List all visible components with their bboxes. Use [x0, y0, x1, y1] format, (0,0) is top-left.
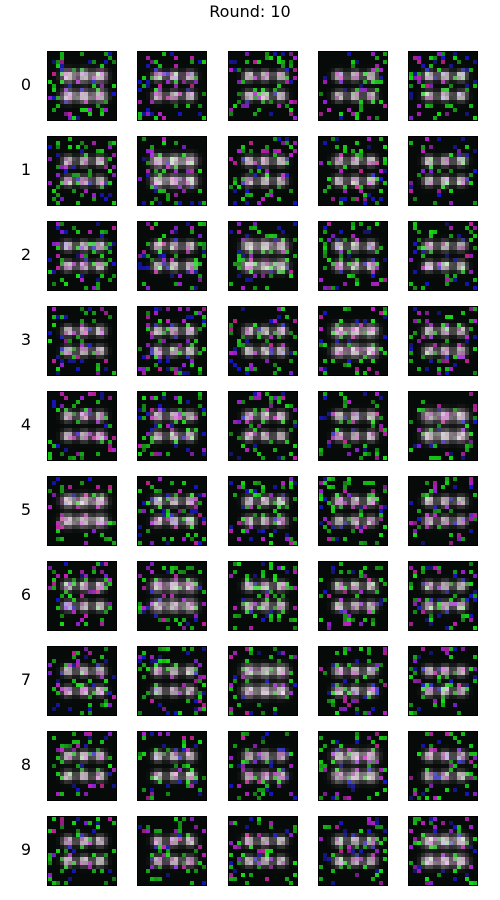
sample-image: [408, 391, 478, 461]
sample-image: [228, 136, 298, 206]
sample-image: [47, 816, 117, 886]
sample-image: [137, 391, 207, 461]
sample-image: [318, 391, 388, 461]
sample-image: [47, 391, 117, 461]
sample-image: [408, 221, 478, 291]
sample-image: [408, 306, 478, 376]
sample-image: [318, 731, 388, 801]
sample-image: [228, 51, 298, 121]
sample-image: [408, 476, 478, 546]
sample-image: [408, 731, 478, 801]
sample-image: [47, 221, 117, 291]
sample-image: [318, 476, 388, 546]
sample-image: [318, 306, 388, 376]
sample-image: [318, 646, 388, 716]
sample-image: [137, 136, 207, 206]
row-label: 8: [20, 755, 32, 774]
sample-image: [228, 221, 298, 291]
sample-image: [137, 306, 207, 376]
sample-image: [228, 391, 298, 461]
sample-image: [318, 136, 388, 206]
sample-image: [47, 476, 117, 546]
row-label: 4: [20, 415, 32, 434]
sample-image: [137, 561, 207, 631]
sample-image: [47, 731, 117, 801]
sample-image: [318, 816, 388, 886]
figure-title: Round: 10: [209, 2, 291, 21]
sample-image: [408, 646, 478, 716]
sample-image: [408, 561, 478, 631]
sample-image: [47, 646, 117, 716]
sample-image: [137, 816, 207, 886]
sample-image: [318, 561, 388, 631]
sample-image: [228, 476, 298, 546]
sample-image: [228, 306, 298, 376]
sample-image: [408, 51, 478, 121]
sample-image: [228, 646, 298, 716]
row-label: 0: [20, 75, 32, 94]
row-label: 6: [20, 585, 32, 604]
row-label: 1: [20, 160, 32, 179]
sample-image: [408, 816, 478, 886]
sample-image: [408, 136, 478, 206]
row-label: 5: [20, 500, 32, 519]
sample-image: [228, 731, 298, 801]
sample-image: [137, 646, 207, 716]
sample-image: [228, 561, 298, 631]
sample-image: [318, 221, 388, 291]
sample-image: [47, 136, 117, 206]
sample-image: [318, 51, 388, 121]
sample-image: [47, 561, 117, 631]
sample-image: [137, 476, 207, 546]
row-label: 9: [20, 840, 32, 859]
row-label: 7: [20, 670, 32, 689]
sample-image: [47, 51, 117, 121]
sample-image: [137, 51, 207, 121]
sample-image: [228, 816, 298, 886]
sample-image: [137, 221, 207, 291]
sample-image: [137, 731, 207, 801]
row-label: 3: [20, 330, 32, 349]
row-label: 2: [20, 245, 32, 264]
sample-image: [47, 306, 117, 376]
